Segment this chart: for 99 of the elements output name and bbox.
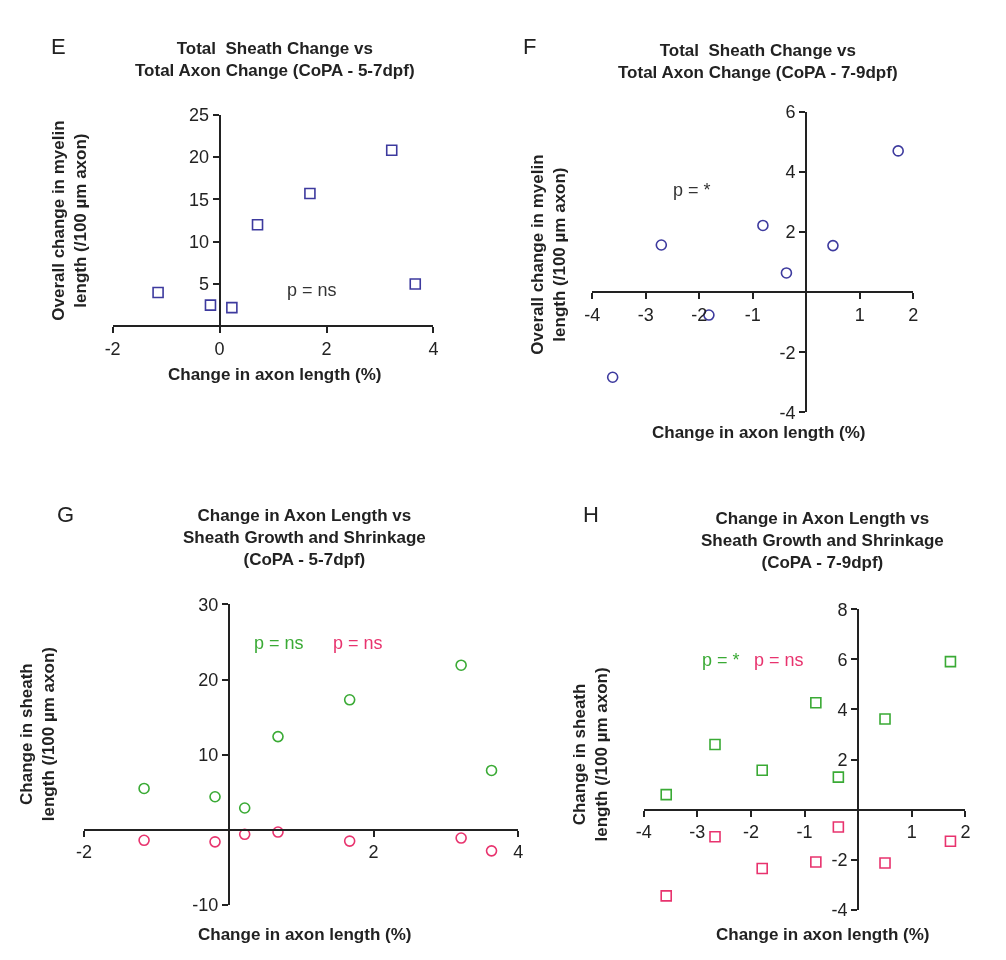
y-tick-label: 4 bbox=[785, 162, 796, 183]
point bbox=[709, 830, 721, 843]
point bbox=[660, 890, 673, 902]
x-tick-label: -3 bbox=[637, 304, 654, 325]
y-tick-label: 8 bbox=[837, 599, 848, 620]
text: E bbox=[51, 34, 66, 59]
annotation: p = * bbox=[673, 180, 711, 200]
point bbox=[756, 764, 768, 777]
point bbox=[757, 219, 769, 232]
point bbox=[455, 832, 467, 844]
point bbox=[660, 788, 673, 801]
x-tick-label: -2 bbox=[742, 822, 759, 843]
y-axis-title: Overall change in myelin length (/100 µm axon) bbox=[528, 154, 570, 355]
x-tick-label: 2 bbox=[368, 842, 379, 863]
x-tick-label: -2 bbox=[76, 842, 93, 863]
annotation: p = * bbox=[702, 650, 740, 670]
x-axis-title: Change in axon length (%) bbox=[198, 925, 412, 944]
y-tick-label: 25 bbox=[188, 105, 209, 126]
point bbox=[780, 267, 793, 279]
y-tick-label: 6 bbox=[837, 649, 848, 670]
y-axis-title: Change in sheath length (/100 µm axon) bbox=[17, 647, 59, 822]
point bbox=[944, 655, 957, 668]
x-axis-title: Change in axon length (%) bbox=[652, 423, 866, 442]
text: F bbox=[523, 34, 537, 59]
x-tick-label: 4 bbox=[428, 338, 439, 359]
point bbox=[272, 730, 284, 743]
x-tick-label: -3 bbox=[689, 822, 706, 843]
annotation: p = ns bbox=[287, 280, 337, 300]
point bbox=[832, 771, 845, 783]
x-tick-label: 0 bbox=[214, 338, 225, 359]
point bbox=[272, 826, 284, 838]
annotation: p = ns bbox=[754, 650, 804, 670]
x-tick-label: 2 bbox=[908, 304, 919, 325]
y-tick-label: 2 bbox=[837, 749, 848, 770]
y-tick-label: 6 bbox=[785, 102, 796, 123]
point bbox=[226, 301, 238, 314]
point bbox=[485, 764, 498, 777]
point bbox=[810, 856, 822, 868]
point bbox=[879, 857, 891, 869]
point bbox=[209, 836, 221, 848]
point bbox=[204, 299, 217, 311]
y-tick-label: 10 bbox=[188, 231, 209, 252]
text: G bbox=[57, 502, 75, 527]
point bbox=[209, 790, 221, 803]
y-tick-label: -4 bbox=[831, 900, 848, 921]
point bbox=[756, 862, 768, 875]
chart-title: Total Sheath Change vs Total Axon Change (CoPA - 7-9dpf) bbox=[618, 41, 898, 83]
point bbox=[409, 278, 422, 290]
annotation: p = ns bbox=[333, 633, 383, 653]
x-tick-label: -1 bbox=[744, 304, 761, 325]
chart-title: Change in Axon Length vs Sheath Growth and Shrinkage (CoPA - 7-9dpf) bbox=[701, 509, 944, 573]
point bbox=[238, 802, 251, 814]
y-tick-label: 20 bbox=[198, 669, 219, 690]
chart-title: Change in Axon Length vs Sheath Growth and Shrinkage (CoPA - 5-7dpf) bbox=[183, 506, 426, 570]
point bbox=[304, 187, 316, 200]
point bbox=[238, 828, 251, 841]
y-tick-label: -10 bbox=[192, 895, 219, 916]
x-tick-label: -1 bbox=[796, 822, 813, 843]
y-tick-label: 20 bbox=[188, 147, 209, 168]
point bbox=[892, 145, 904, 157]
point bbox=[138, 782, 150, 795]
point bbox=[879, 713, 891, 725]
x-tick-label: -4 bbox=[635, 822, 652, 843]
x-tick-label: 2 bbox=[960, 822, 971, 843]
x-tick-label: -2 bbox=[104, 338, 121, 359]
point bbox=[343, 835, 356, 847]
point bbox=[455, 659, 467, 672]
y-tick-label: 30 bbox=[198, 594, 219, 615]
x-tick-label: 4 bbox=[513, 842, 524, 863]
annotation: p = ns bbox=[254, 633, 304, 653]
point bbox=[343, 693, 356, 706]
point bbox=[832, 821, 845, 833]
point bbox=[709, 738, 721, 751]
point bbox=[385, 144, 398, 157]
point bbox=[251, 218, 264, 231]
point bbox=[827, 239, 839, 252]
y-tick-label: 2 bbox=[785, 222, 796, 243]
chart-title: Total Sheath Change vs Total Axon Change (CoPA - 5-7dpf) bbox=[135, 39, 415, 81]
point bbox=[606, 371, 619, 384]
y-tick-label: 15 bbox=[188, 189, 209, 210]
point bbox=[152, 286, 164, 299]
x-tick-label: 1 bbox=[854, 304, 865, 325]
x-tick-label: 1 bbox=[906, 822, 917, 843]
y-axis-title: Overall change in myelin length (/100 µm axon) bbox=[48, 120, 90, 321]
point bbox=[944, 835, 957, 848]
y-tick-label: 5 bbox=[198, 274, 209, 295]
x-axis-title: Change in axon length (%) bbox=[716, 925, 930, 944]
x-tick-label: -4 bbox=[584, 304, 601, 325]
point bbox=[138, 834, 150, 847]
y-tick-label: 4 bbox=[837, 699, 848, 720]
point bbox=[485, 845, 498, 857]
y-tick-label: 10 bbox=[198, 744, 219, 765]
x-axis-title: Change in axon length (%) bbox=[168, 365, 382, 384]
point bbox=[810, 696, 822, 709]
y-axis-title: Change in sheath length (/100 µm axon) bbox=[570, 667, 612, 842]
y-tick-label: -4 bbox=[779, 402, 796, 423]
point bbox=[655, 239, 668, 251]
x-tick-label: 2 bbox=[321, 338, 332, 359]
text: H bbox=[583, 502, 599, 527]
